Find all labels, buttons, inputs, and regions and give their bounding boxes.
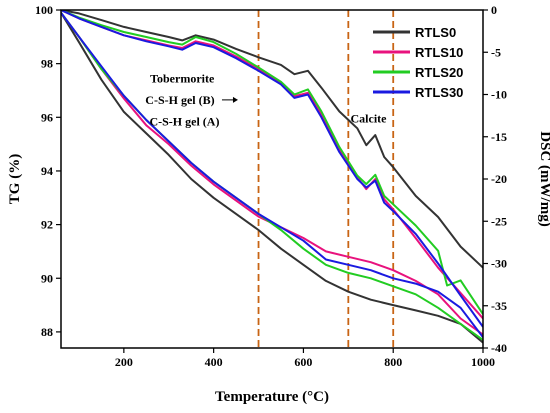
dsc-line-rtls0: [61, 10, 483, 269]
tg-line-rtls0: [61, 12, 483, 344]
y2-axis-title: DSC (mW/mg): [537, 131, 550, 226]
y2-tick-label: -35: [491, 299, 507, 313]
annotation-3: Calcite: [351, 112, 388, 126]
dsc-line-rtls30: [61, 10, 483, 328]
x-tick-label: 800: [384, 355, 402, 369]
y2-tick-label: -20: [491, 172, 507, 186]
dsc-line-rtls20: [61, 10, 483, 315]
legend-label-rtls0: RTLS0: [415, 25, 456, 40]
y-tick-label: 96: [41, 110, 53, 124]
y2-tick-label: -40: [491, 341, 507, 355]
y-tick-label: 90: [41, 271, 53, 285]
legend: RTLS0 RTLS10 RTLS20 RTLS30: [373, 25, 463, 100]
legend-label-rtls30: RTLS30: [415, 85, 463, 100]
y2-tick-label: -25: [491, 214, 507, 228]
legend-label-rtls20: RTLS20: [415, 65, 463, 80]
y-tick-label: 92: [41, 218, 53, 232]
annotation-0: Tobermorite: [150, 71, 215, 85]
annotation-1: C-S-H gel (B): [145, 93, 214, 107]
y-tick-label: 88: [41, 325, 53, 339]
annotation-arrow-head: [232, 96, 238, 103]
annotation-2: C-S-H gel (A): [149, 114, 219, 128]
y-axis-title: TG (%): [7, 154, 23, 204]
x-tick-label: 200: [115, 355, 133, 369]
legend-label-rtls10: RTLS10: [415, 45, 463, 60]
series-group: [61, 10, 483, 344]
y2-tick-label: 0: [491, 3, 497, 17]
y-tick-label: 100: [35, 3, 53, 17]
y-tick-label: 98: [41, 57, 53, 71]
x-tick-label: 1000: [471, 355, 495, 369]
reference-lines: [257, 10, 395, 348]
tg-line-rtls30: [61, 12, 483, 338]
y2-tick-label: -5: [491, 45, 501, 59]
y-tick-label: 94: [41, 164, 53, 178]
x-tick-label: 600: [294, 355, 312, 369]
y2-tick-label: -30: [491, 257, 507, 271]
y2-tick-label: -10: [491, 88, 507, 102]
annotations: Tobermorite C-S-H gel (B) C-S-H gel (A) Cal…: [145, 71, 387, 128]
x-axis-title: Temperature (°C): [215, 389, 329, 405]
y2-tick-label: -15: [491, 130, 507, 144]
x-tick-label: 400: [205, 355, 223, 369]
